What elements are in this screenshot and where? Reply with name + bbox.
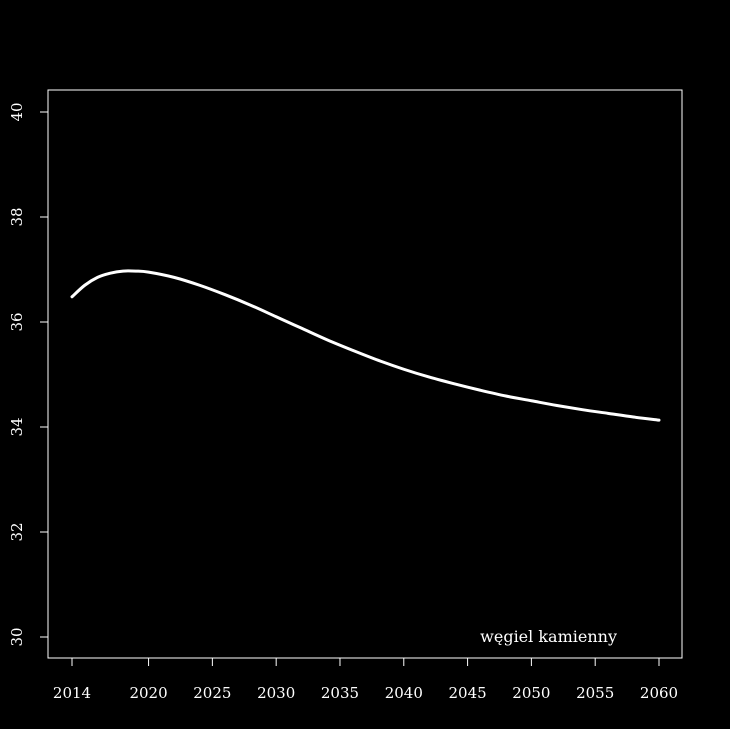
x-tick-label: 2055	[576, 684, 614, 702]
x-tick-label: 2014	[53, 684, 91, 702]
series-annotation: węgiel kamienny	[480, 627, 617, 646]
x-tick-label: 2060	[640, 684, 678, 702]
y-tick-label: 34	[8, 417, 26, 436]
y-tick-label: 32	[8, 522, 26, 541]
series-line	[70, 269, 661, 422]
y-tick-label: 30	[8, 627, 26, 646]
x-tick-label: 2025	[193, 684, 231, 702]
y-tick-label: 38	[8, 207, 26, 226]
x-tick-label: 2040	[385, 684, 423, 702]
x-tick-label: 2030	[257, 684, 295, 702]
y-tick-label: 36	[8, 312, 26, 331]
x-axis: 2014 2020 2025 2030 2035 2040 2045 2050 2055 2060	[53, 657, 678, 702]
series-layer	[70, 269, 661, 422]
x-tick-label: 2035	[321, 684, 359, 702]
x-tick-label: 2020	[129, 684, 167, 702]
x-tick-label: 2050	[512, 684, 550, 702]
x-tick-label: 2045	[448, 684, 486, 702]
y-axis: 30 32 34 36 38 40	[8, 102, 49, 647]
y-tick-label: 40	[8, 102, 26, 121]
